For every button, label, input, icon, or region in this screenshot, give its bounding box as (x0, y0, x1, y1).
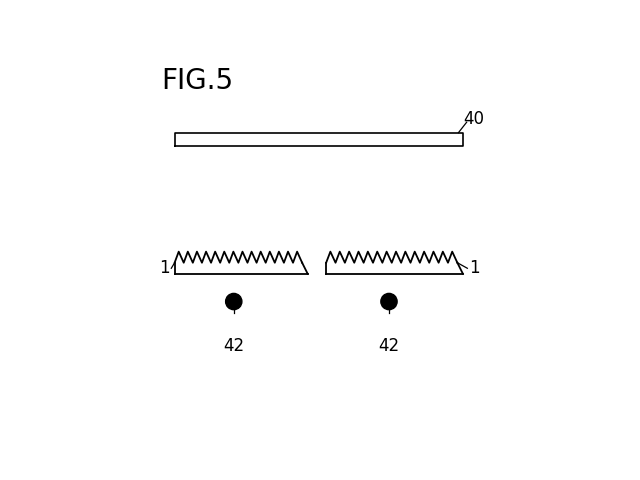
Circle shape (381, 293, 397, 310)
Text: 42: 42 (223, 336, 244, 355)
Text: 1: 1 (468, 259, 479, 277)
Circle shape (226, 293, 242, 310)
Text: 40: 40 (463, 109, 484, 128)
Text: FIG.5: FIG.5 (162, 67, 234, 95)
Text: 42: 42 (378, 336, 399, 355)
Text: 1: 1 (159, 259, 170, 277)
